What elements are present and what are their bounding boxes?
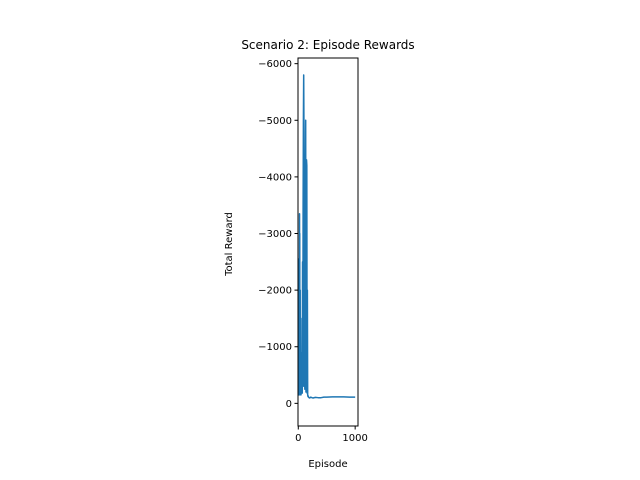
y-axis-label: Total Reward	[224, 212, 235, 277]
y-tick-label: −6000	[258, 59, 292, 70]
y-tick-label: −5000	[258, 116, 292, 127]
plot-area	[297, 74, 356, 399]
x-tick-label: 1000	[342, 433, 367, 444]
x-axis-label: Episode	[308, 459, 347, 470]
y-tick-label: −4000	[258, 172, 292, 183]
chart-title: Scenario 2: Episode Rewards	[241, 38, 414, 52]
plot-frame	[297, 57, 359, 427]
y-tick-label: −3000	[258, 229, 292, 240]
y-tick-label: 0	[286, 399, 292, 410]
y-tick-label: −1000	[258, 342, 292, 353]
series-line	[297, 74, 356, 399]
y-tick-label: −2000	[258, 286, 292, 297]
x-tick-label: 0	[295, 433, 301, 444]
